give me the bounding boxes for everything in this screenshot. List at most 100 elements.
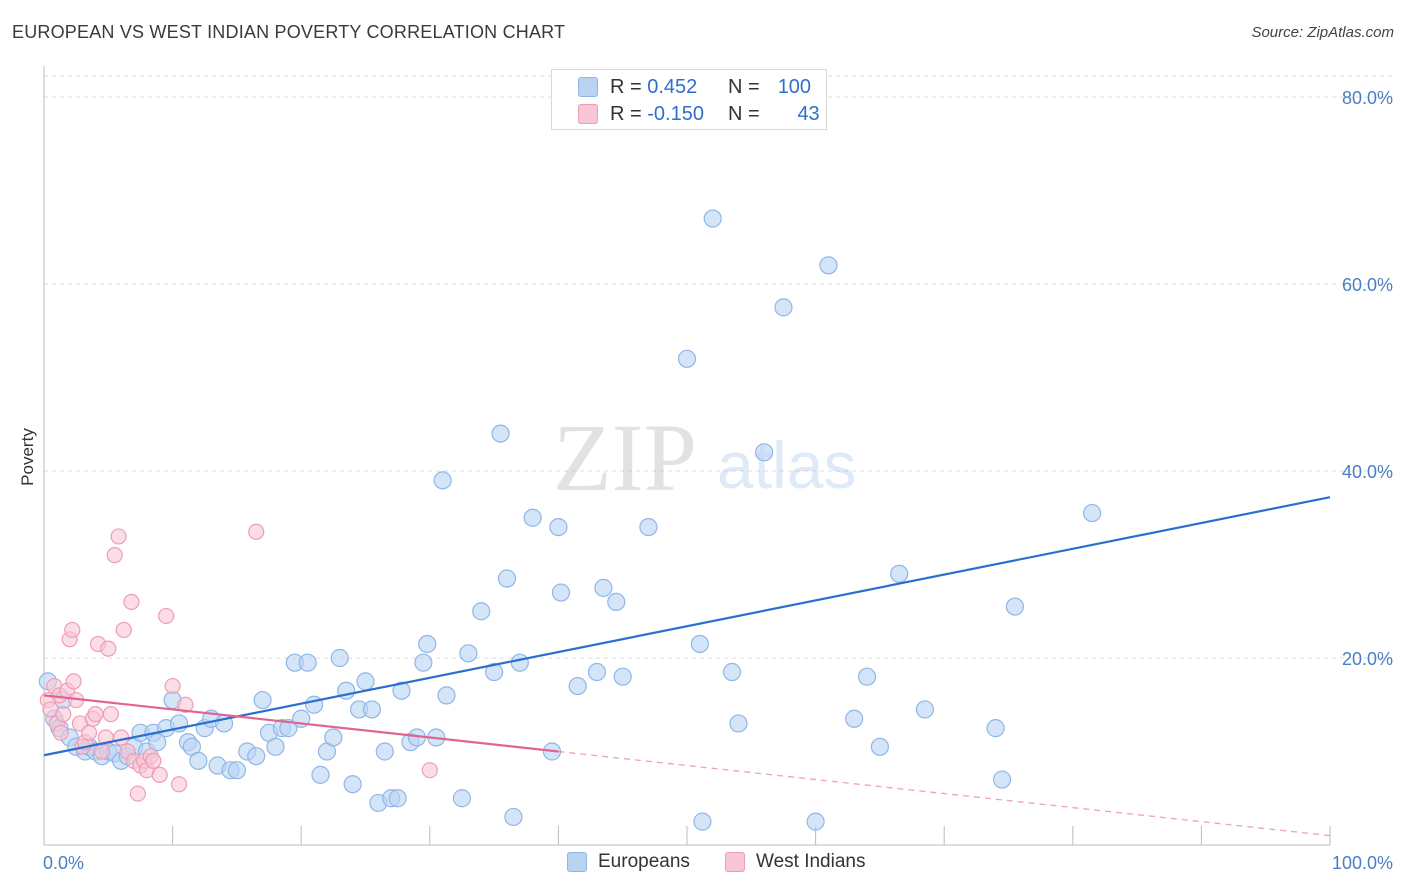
n-value: 43 [797,102,820,125]
europeans-point [330,648,349,668]
europeans-point [568,676,587,696]
r-value: -0.150 [647,102,704,125]
europeans-point [992,770,1012,789]
europeans-point [819,256,838,275]
europeans-point [414,653,433,672]
west-indians-point [110,528,127,545]
europeans-point [857,667,877,686]
europeans-point [472,602,491,621]
legend-swatch-blue [578,77,598,97]
europeans-point [986,719,1005,738]
europeans-point [755,443,774,462]
x-tick-label-min: 0.0% [43,853,84,873]
europeans-point [311,765,330,784]
europeans-point [693,812,712,831]
watermark-zip: ZIP [553,404,697,511]
europeans-point [343,775,362,794]
west-indians-point [55,705,72,723]
gridlines [44,75,1393,659]
west-indians-point [64,621,81,639]
y-axis-label: Poverty [18,428,37,486]
r-label: R = [610,102,642,125]
series-legend: Europeans West Indians [0,851,1406,879]
legend-row-west-indians: R = -0.150 N = 43 [578,101,820,127]
europeans-point [1005,597,1025,616]
legend-item-europeans[interactable]: Europeans [567,851,690,873]
west-indians-point [93,743,110,760]
axes [43,66,1331,846]
trend-line-solid [43,496,1331,757]
europeans-point [677,349,697,368]
n-label: N = [728,75,760,98]
europeans-point [227,761,246,780]
europeans-point [266,737,285,756]
west-indians-point [164,677,181,695]
europeans-point [279,719,298,738]
west-indians-point [52,724,69,741]
watermark-atlas: atlas [717,428,856,502]
west-indians-point [106,547,123,564]
legend-swatch-europeans [567,852,587,872]
europeans-point [690,634,709,654]
europeans-point [392,681,411,700]
europeans-point [459,644,478,663]
west-indians-point [145,752,162,769]
legend-swatch-pink [578,104,598,124]
west-indians-point [102,705,119,723]
x-tick-label-max: 100.0% [1332,853,1393,873]
europeans-point [607,592,626,612]
chart-title: EUROPEAN VS WEST INDIAN POVERTY CORRELAT… [12,22,566,42]
europeans-point [433,471,452,490]
europeans-point [703,209,722,228]
legend-item-west-indians[interactable]: West Indians [725,851,865,873]
trend-lines [43,496,1331,837]
west-indians-point [158,607,175,625]
europeans-point [324,728,343,747]
europeans-point [729,714,748,733]
europeans-point [189,751,208,770]
europeans-point [485,662,504,682]
west-indians-point [115,621,132,639]
trend-line-dashed [558,750,1331,837]
europeans-point [915,700,935,719]
west-indians-point [65,673,82,690]
y-tick-label: 40.0% [1342,462,1393,482]
r-label: R = [610,75,642,98]
europeans-point [870,737,890,756]
y-tick-label: 80.0% [1342,88,1393,108]
europeans-point [452,789,472,808]
west-indians-point [177,696,194,713]
legend-swatch-west-indians [725,852,745,872]
europeans-point [491,424,510,443]
europeans-point [388,789,407,808]
west-indians-point [248,523,265,540]
europeans-point [551,583,571,602]
n-label: N = [728,102,760,125]
y-tick-labels: 20.0% 40.0% 60.0% 80.0% [1342,88,1393,669]
y-tick-label: 60.0% [1342,275,1393,295]
europeans-point [362,700,382,719]
europeans-point [845,709,864,728]
n-value: 100 [777,75,812,98]
legend-label-west-indians: West Indians [756,851,866,872]
europeans-point [247,747,266,766]
west-indians-point [123,593,140,611]
europeans-point [375,742,394,761]
west-indians-point [129,785,146,802]
europeans-point [437,686,456,705]
trend-line-solid [43,694,559,753]
source-label: Source: ZipAtlas.com [1251,24,1394,41]
europeans-point [523,508,542,527]
europeans-points [38,209,1102,831]
europeans-point [510,653,529,672]
y-tick-label: 20.0% [1342,649,1393,669]
r-value: 0.452 [647,75,698,98]
europeans-point [722,662,742,682]
europeans-point [639,517,658,537]
europeans-point [613,667,632,686]
europeans-point [774,298,793,317]
legend-row-europeans: R = 0.452 N = 100 [578,74,818,100]
europeans-point [806,812,825,831]
europeans-point [418,634,437,654]
